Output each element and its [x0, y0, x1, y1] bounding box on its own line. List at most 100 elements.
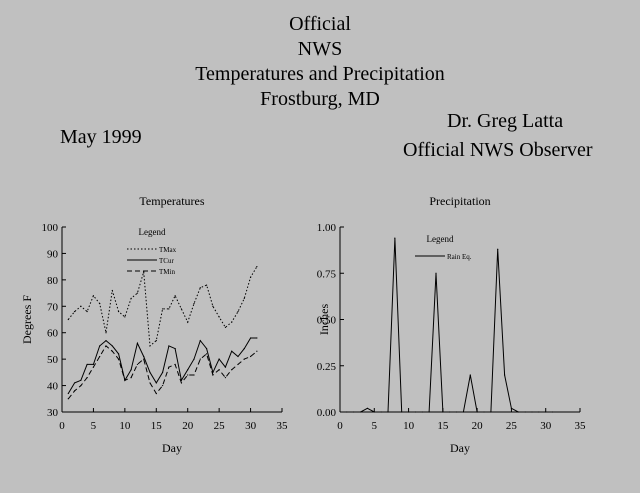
chart2-data-point: [353, 411, 355, 413]
chart2-data-point: [483, 411, 485, 413]
chart1-data-point: [92, 366, 95, 368]
chart1-data-point: [105, 340, 107, 342]
chart1-x-tick-label: 20: [182, 420, 194, 432]
chart1-data-point: [143, 358, 145, 360]
chart2-data-point: [387, 411, 389, 413]
chart1-data-point: [130, 297, 132, 299]
chart2-y-tick-label: 0.75: [317, 268, 337, 280]
chart1-data-point: [73, 310, 76, 313]
chart1-x-axis-label: Day: [162, 441, 182, 455]
chart1-y-tick-label: 30: [47, 407, 59, 419]
chart1-legend-label: TCur: [159, 257, 174, 265]
chart1-data-point: [80, 384, 82, 387]
chart2-x-tick-label: 10: [403, 420, 415, 432]
chart2-data-point: [497, 248, 499, 250]
chart1-y-tick-label: 40: [47, 381, 59, 393]
chart1-data-point: [180, 308, 183, 310]
chart1-legend-title: Legend: [139, 227, 166, 237]
chart1-data-point: [86, 310, 88, 313]
chart1-data-point: [199, 287, 201, 289]
chart1-data-point: [136, 292, 139, 294]
chart1-data-point: [237, 363, 239, 366]
chart1-data-point: [73, 390, 76, 392]
chart2-series-rain-eq--line: [346, 238, 553, 413]
chart1-data-point: [136, 342, 139, 344]
chart2-y-tick-label: 0.25: [317, 361, 337, 373]
chart1-data-point: [205, 347, 208, 350]
chart2-data-point: [455, 411, 458, 413]
chart1-y-tick-label: 60: [47, 328, 59, 340]
chart1-data-point: [249, 337, 252, 339]
chart1-data-point: [67, 318, 69, 321]
chart2-data-point: [442, 411, 444, 413]
title-line-2: NWS: [297, 38, 343, 60]
observer-role: Official NWS Observer: [403, 139, 593, 161]
chart2-x-tick-label: 5: [372, 420, 378, 432]
chart2-x-tick-label: 15: [437, 420, 449, 432]
chart1-data-point: [168, 345, 170, 347]
chart1-data-point: [67, 392, 69, 395]
chart1-data-point: [92, 295, 95, 297]
chart1-data-point: [161, 384, 164, 387]
chart2-data-point: [531, 411, 533, 413]
chart1-data-point: [111, 289, 113, 292]
chart1-data-point: [174, 295, 176, 297]
chart1-data-point: [218, 358, 220, 360]
chart2-data-point: [373, 411, 375, 413]
chart2-data-point: [524, 411, 526, 413]
chart1-data-point: [92, 363, 95, 366]
chart1-y-tick-label: 70: [47, 301, 59, 313]
chart2-data-point: [469, 374, 471, 376]
chart1-x-tick-label: 30: [245, 420, 257, 432]
chart1-data-point: [161, 308, 164, 310]
chart1-data-point: [243, 297, 245, 299]
chart2-data-point: [380, 411, 382, 413]
chart1-data-point: [99, 355, 101, 358]
chart2-y-tick-label: 0.00: [317, 407, 337, 419]
chart1-data-point: [168, 366, 170, 368]
chart1-data-point: [105, 332, 107, 334]
chart1-data-point: [130, 377, 132, 379]
chart1-data-point: [218, 316, 220, 318]
title-line-1: Official: [289, 13, 351, 35]
chart2-title: Precipitation: [429, 194, 490, 208]
chart2-data-point: [401, 411, 403, 413]
chart2-data-point: [346, 411, 348, 413]
chart1-data-point: [143, 271, 145, 273]
chart1-data-point: [212, 374, 214, 376]
chart2-data-point: [414, 411, 417, 413]
chart1-data-point: [231, 369, 233, 371]
chart2-x-tick-label: 25: [506, 420, 518, 432]
chart2-data-point: [394, 237, 396, 239]
chart1-data-point: [105, 345, 107, 347]
chart2-legend-label: Rain Eq.: [447, 253, 472, 261]
chart1-y-tick-label: 50: [47, 354, 59, 366]
chart2-data-point: [538, 411, 540, 413]
chart1-data-point: [187, 369, 189, 371]
chart1-data-point: [155, 382, 157, 384]
chart1-data-point: [174, 347, 176, 350]
chart1-data-point: [249, 276, 252, 278]
chart1-y-tick-label: 90: [47, 248, 59, 260]
chart1-data-point: [205, 284, 208, 286]
chart1-data-point: [224, 377, 227, 379]
chart2-data-point: [510, 407, 513, 409]
chart1-y-axis-label: Degrees F: [20, 295, 34, 344]
chart2-data-point: [476, 411, 478, 413]
chart1-data-point: [80, 305, 82, 307]
chart1-data-point: [155, 392, 157, 395]
chart1-data-point: [187, 374, 189, 376]
chart1-data-point: [86, 377, 88, 379]
chart1-data-point: [199, 340, 201, 342]
chart1-data-point: [231, 350, 233, 352]
chart1-data-point: [249, 355, 252, 358]
chart1-data-point: [117, 353, 120, 355]
chart1-data-point: [243, 347, 245, 350]
chart1-data-point: [143, 355, 145, 358]
chart2-data-point: [490, 411, 492, 413]
chart1-data-point: [187, 321, 189, 323]
chart1-series-tmax-line: [67, 266, 258, 347]
chart1-data-point: [67, 398, 69, 400]
chart2-data-point: [359, 411, 362, 413]
